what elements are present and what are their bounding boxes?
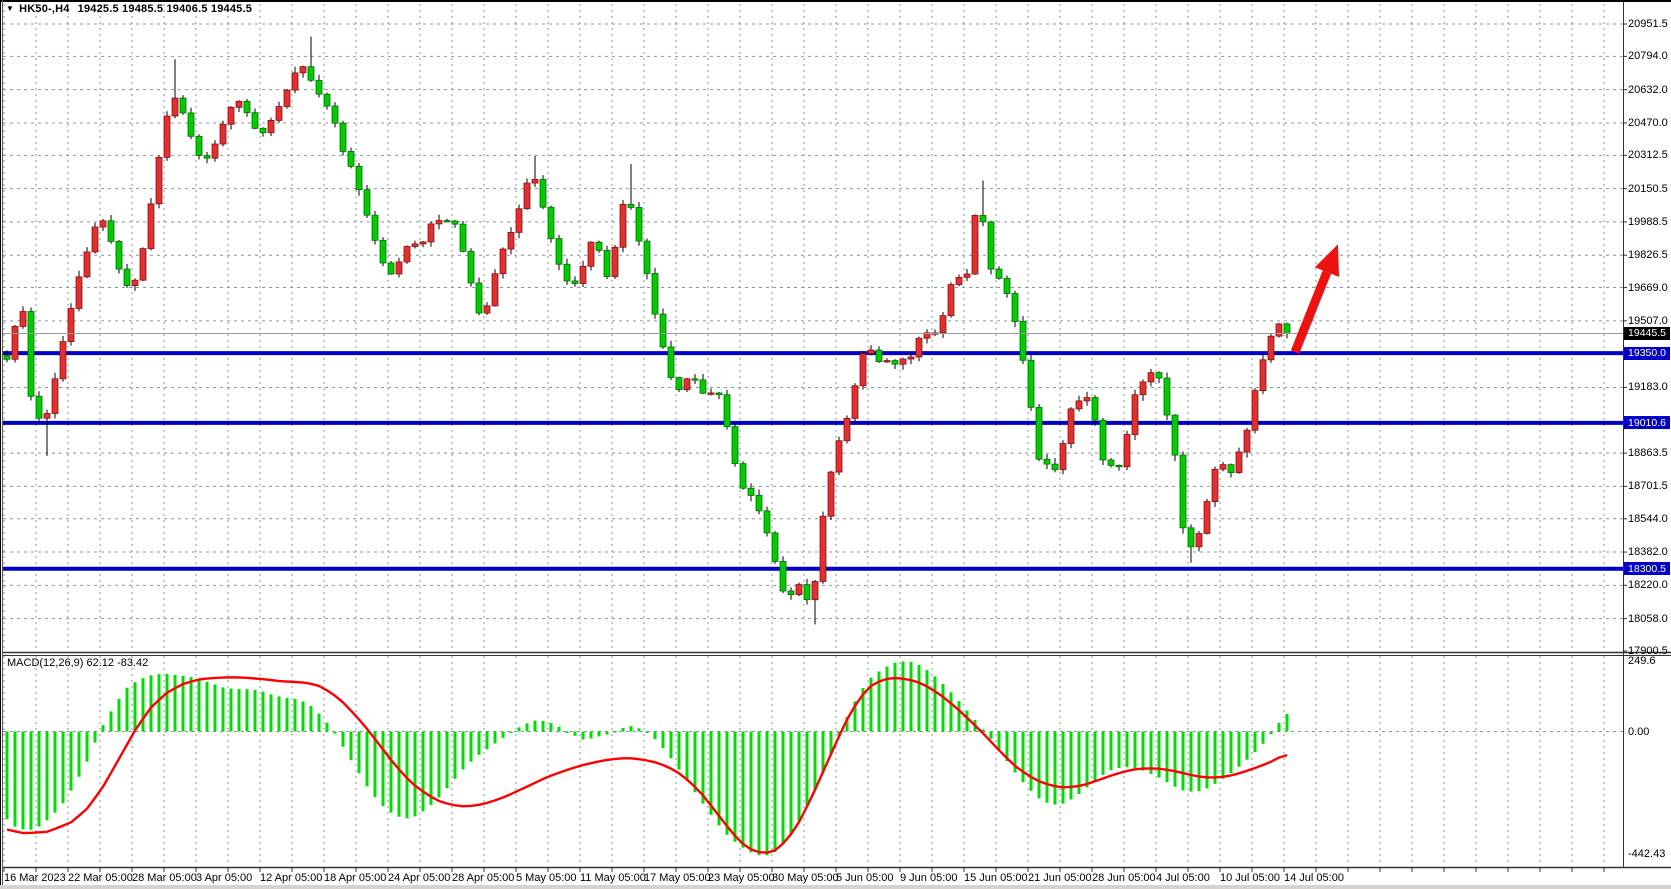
time-axis-label: 23 May 05:00 <box>708 872 775 884</box>
time-axis-label: 3 Apr 05:00 <box>196 872 253 884</box>
macd-histogram <box>5 661 1289 856</box>
price-axis-label: 20150.5 <box>1628 182 1668 195</box>
price-axis-label: 20632.0 <box>1628 83 1668 96</box>
price-axis-label: 17900.5 <box>1628 645 1668 657</box>
time-axis-label: 9 Jun 05:00 <box>900 872 958 884</box>
macd-indicator-label: MACD(12,26,9) 62.12 -83.42 <box>7 657 148 669</box>
time-axis-label: 24 Apr 05:00 <box>388 872 451 884</box>
price-axis-label: 18058.0 <box>1628 612 1668 625</box>
time-axis-label: 12 Apr 05:00 <box>260 872 323 884</box>
price-axis-label: 18382.0 <box>1628 546 1668 559</box>
price-axis-label: 19988.5 <box>1628 215 1668 228</box>
sr-price-badge: 19010.6 <box>1624 416 1670 430</box>
time-axis-label: 16 Mar 2023 <box>4 872 66 884</box>
time-axis-label: 11 May 05:00 <box>580 872 646 884</box>
macd-name: MACD(12,26,9) <box>7 657 84 669</box>
support-resistance-lines[interactable] <box>3 351 1623 571</box>
time-axis-label: 14 Jul 05:00 <box>1284 872 1344 884</box>
price-axis-label: 18863.5 <box>1628 447 1668 460</box>
time-axis-label: 10 Jul 05:00 <box>1220 872 1280 884</box>
bottom-edge-strip <box>0 885 1671 889</box>
chart-title-ohlc: 19425.5 19485.5 19406.5 19445.5 <box>77 3 253 15</box>
price-axis-label: 18544.0 <box>1628 512 1668 525</box>
trend-arrow[interactable] <box>1290 244 1339 354</box>
price-axis-label: 19669.0 <box>1628 281 1668 294</box>
symbol-dropdown-icon[interactable]: ▼ <box>6 4 15 13</box>
price-axis-label: 20312.5 <box>1628 149 1668 162</box>
time-axis-label: 18 Apr 05:00 <box>324 872 387 884</box>
price-axis-label: 20470.0 <box>1628 116 1668 129</box>
price-axis-label: 20951.5 <box>1628 18 1668 30</box>
time-axis-label: 28 Mar 05:00 <box>132 872 197 884</box>
time-axis-label: 22 Mar 05:00 <box>68 872 133 884</box>
time-axis-label: 30 May 05:00 <box>772 872 839 884</box>
macd-axis-label: -442.43 <box>1628 848 1666 861</box>
time-axis-label: 15 Jun 05:00 <box>964 872 1028 884</box>
time-axis-label: 5 May 05:00 <box>516 872 577 884</box>
time-axis-label: 28 Jun 05:00 <box>1092 872 1156 884</box>
time-axis-label: 21 Jun 05:00 <box>1028 872 1092 884</box>
price-axis-label: 19183.0 <box>1628 381 1668 394</box>
price-axis-label: 18220.0 <box>1628 579 1668 592</box>
price-axis-label: 19507.0 <box>1628 314 1668 327</box>
current-price-badge: 19445.5 <box>1624 326 1670 340</box>
time-axis-label: 17 May 05:00 <box>644 872 711 884</box>
candles-layer <box>3 36 1291 625</box>
chart-title: ▼ HK50-,H4 19425.5 19485.5 19406.5 19445.5 <box>6 3 252 15</box>
price-axis-label: 19826.5 <box>1628 249 1668 262</box>
chart-title-symbol: HK50-,H4 <box>19 3 70 15</box>
sr-price-badge: 18300.5 <box>1624 562 1670 576</box>
price-axis-label: 20794.0 <box>1628 50 1668 63</box>
macd-axis-label: 249.6 <box>1628 655 1656 667</box>
grid-layer <box>3 4 1623 872</box>
macd-value: 62.12 <box>86 657 115 669</box>
time-axis-label: 4 Jul 05:00 <box>1156 872 1210 884</box>
sr-price-badge: 19350.0 <box>1624 346 1670 360</box>
macd-axis-label: 0.00 <box>1628 725 1650 738</box>
time-axis-label: 28 Apr 05:00 <box>452 872 515 884</box>
macd-signal-value: -83.42 <box>117 657 149 669</box>
time-axis-label: 5 Jun 05:00 <box>836 872 894 884</box>
price-axis-label: 18701.5 <box>1628 480 1668 493</box>
macd-signal-line <box>6 676 1288 854</box>
